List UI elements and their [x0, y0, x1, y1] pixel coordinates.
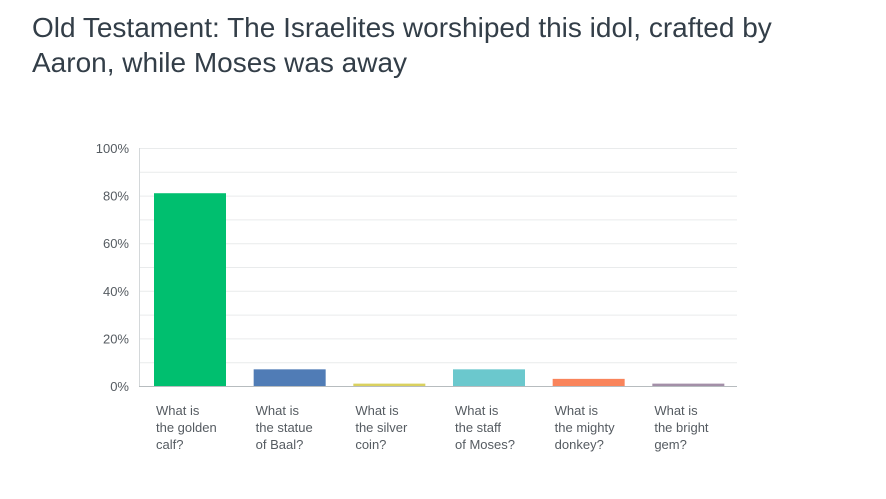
y-tick-label: 100%: [96, 141, 130, 156]
x-category-label: What is the statue of Baal?: [256, 403, 313, 452]
y-tick-label: 20%: [103, 331, 129, 346]
bar[interactable]: [552, 378, 625, 386]
bar[interactable]: [652, 383, 725, 386]
x-category-label: What is the staff of Moses?: [455, 403, 515, 452]
y-axis: 0% 20% 40% 60% 80% 100%: [96, 141, 130, 394]
x-category-label: What is the golden calf?: [156, 403, 217, 452]
bar[interactable]: [154, 193, 226, 386]
y-tick-label: 0%: [110, 379, 129, 394]
bar[interactable]: [353, 383, 426, 386]
bars: [154, 193, 725, 386]
x-category-label: What is the silver coin?: [355, 403, 408, 452]
bar[interactable]: [453, 369, 525, 386]
x-category-label: What is the mighty donkey?: [555, 403, 615, 452]
y-tick-label: 40%: [103, 284, 129, 299]
x-category-label: What is the bright gem?: [654, 403, 709, 452]
y-tick-label: 60%: [103, 236, 129, 251]
chart-title: Old Testament: The Israelites worshiped …: [32, 12, 772, 78]
x-axis-labels: What is the golden calf? What is the statue o…: [156, 403, 709, 452]
bar[interactable]: [253, 369, 326, 386]
gridlines: [139, 148, 737, 387]
y-tick-label: 80%: [103, 189, 129, 204]
